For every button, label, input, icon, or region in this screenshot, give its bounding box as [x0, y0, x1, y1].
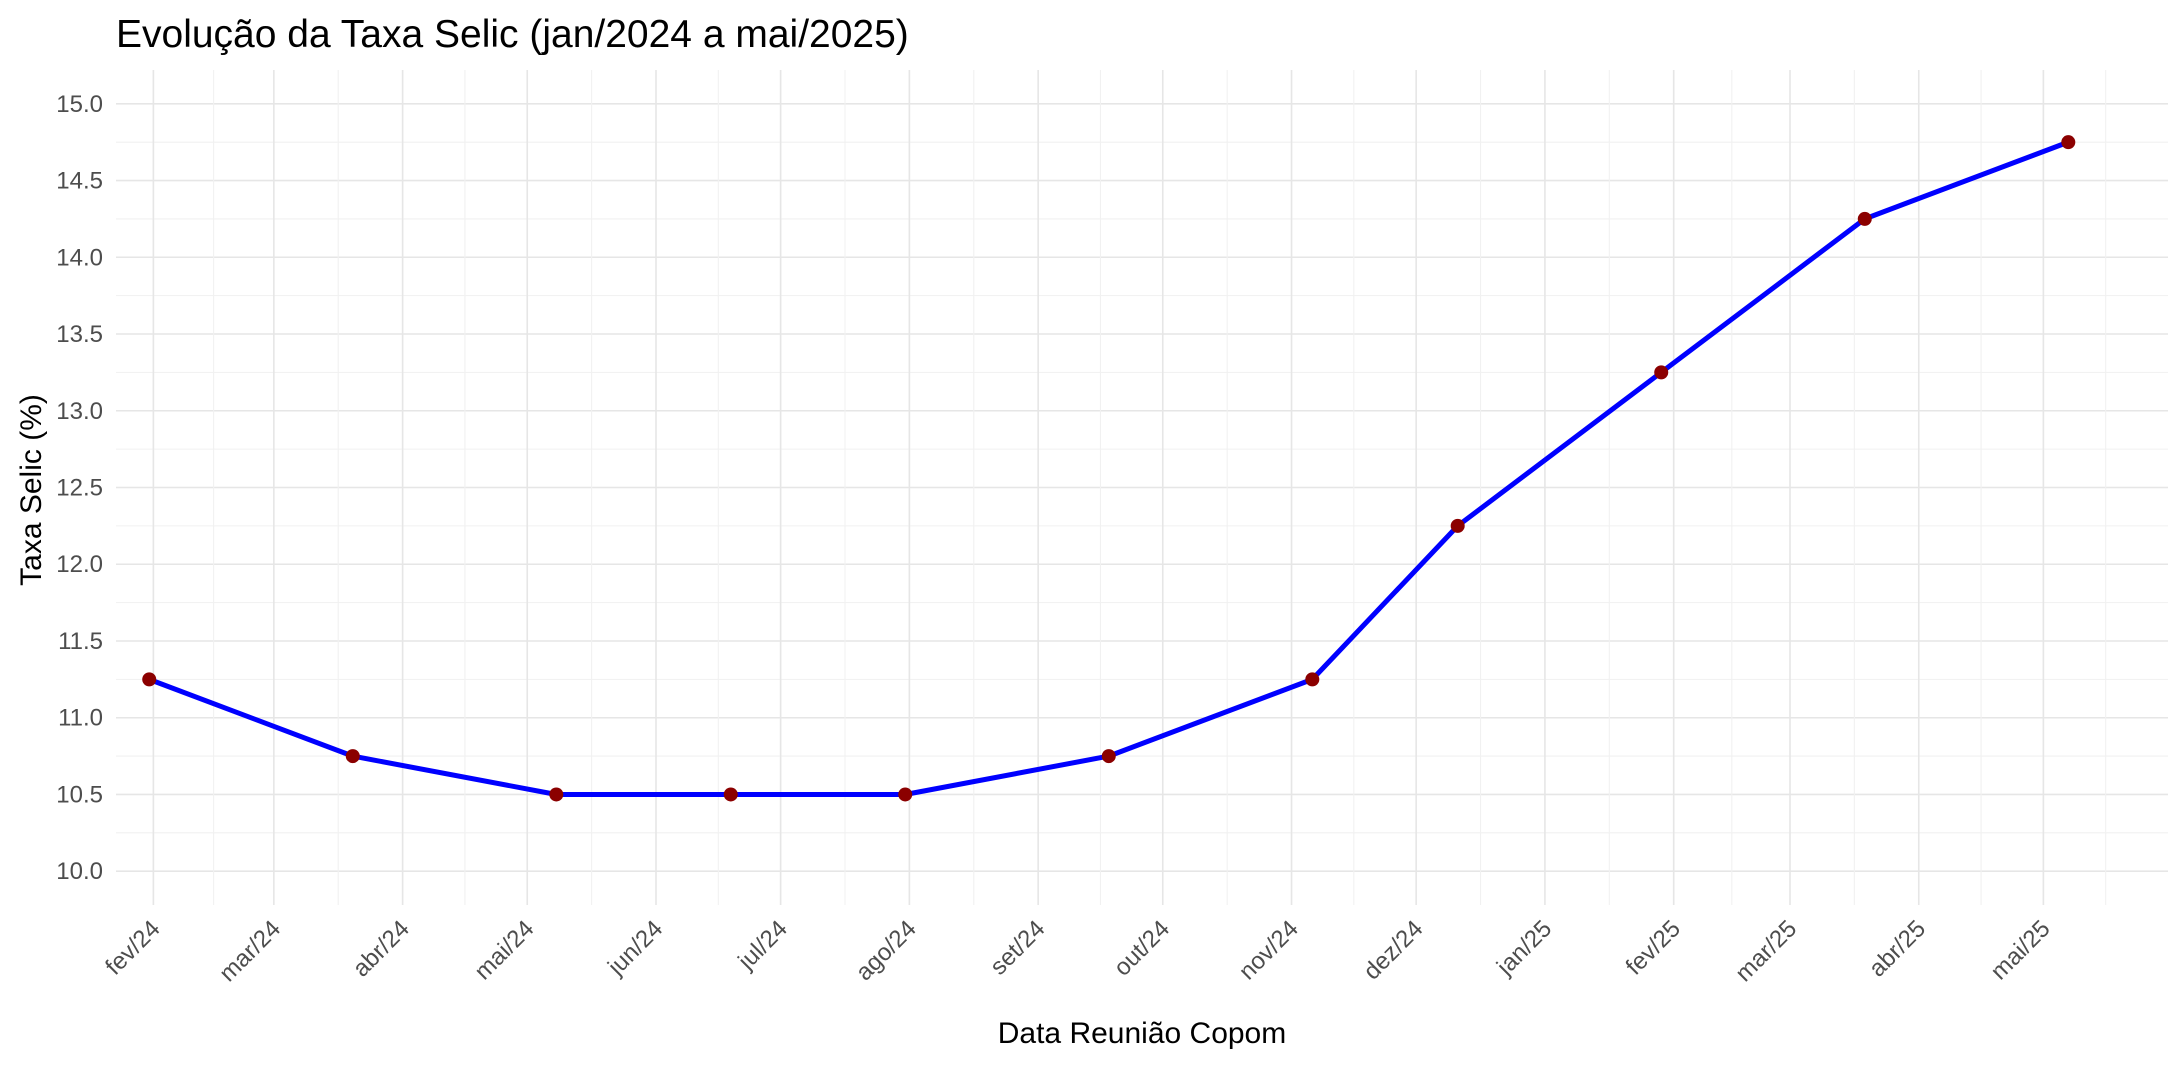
y-tick-label: 11.5 [58, 628, 103, 655]
x-axis-ticks: fev/24 mar/24 abr/24 mai/24 jun/24 jul/24 ago/… [100, 915, 2055, 987]
x-tick-label: mai/24 [469, 915, 539, 985]
selic-series-line [146, 139, 2071, 797]
x-tick-label: jun/24 [602, 915, 668, 981]
x-tick-label: mai/25 [1986, 915, 2056, 985]
x-tick-label: ago/24 [851, 915, 922, 986]
y-tick-label: 10.0 [56, 858, 103, 885]
x-axis-title: Data Reunião Copom [998, 1017, 1287, 1050]
y-tick-label: 14.0 [56, 244, 103, 271]
x-tick-label: mar/24 [214, 915, 286, 987]
data-point [142, 672, 157, 687]
y-tick-label: 12.0 [56, 551, 103, 578]
x-tick-label: dez/24 [1358, 915, 1428, 985]
y-axis-title: Taxa Selic (%) [15, 394, 48, 586]
data-point [549, 787, 564, 802]
data-point [1654, 365, 1669, 380]
data-point [898, 787, 913, 802]
data-point [345, 749, 360, 764]
x-tick-label: abr/24 [348, 915, 415, 982]
y-tick-label: 15.0 [56, 91, 103, 118]
x-tick-label: set/24 [985, 915, 1050, 980]
y-tick-label: 14.5 [56, 168, 103, 195]
data-point [1857, 211, 1872, 226]
data-point [1305, 672, 1320, 687]
y-tick-label: 12.5 [56, 475, 103, 502]
data-point [723, 787, 738, 802]
x-tick-label: jul/24 [732, 915, 792, 975]
x-tick-label: abr/25 [1864, 915, 1931, 982]
data-point [1450, 518, 1465, 533]
x-tick-label: nov/24 [1234, 915, 1304, 985]
grid-lines [116, 70, 2168, 905]
x-tick-label: mar/25 [1730, 915, 1802, 987]
data-point [2061, 135, 2076, 150]
y-tick-label: 10.5 [56, 781, 103, 808]
selic-data-points [142, 135, 2076, 802]
x-tick-label: fev/24 [100, 915, 165, 980]
y-axis-ticks: 10.0 10.5 11.0 11.5 12.0 12.5 13.0 13.5 14.0 14.5… [56, 91, 103, 885]
chart-title: Evolução da Taxa Selic (jan/2024 a mai/2… [116, 13, 909, 56]
data-point [1101, 749, 1116, 764]
y-tick-label: 13.5 [56, 321, 103, 348]
y-tick-label: 11.0 [58, 705, 103, 732]
x-tick-label: out/24 [1109, 915, 1175, 981]
x-tick-label: jan/25 [1491, 915, 1557, 981]
x-tick-label: fev/25 [1621, 915, 1686, 980]
y-tick-label: 13.0 [56, 398, 103, 425]
